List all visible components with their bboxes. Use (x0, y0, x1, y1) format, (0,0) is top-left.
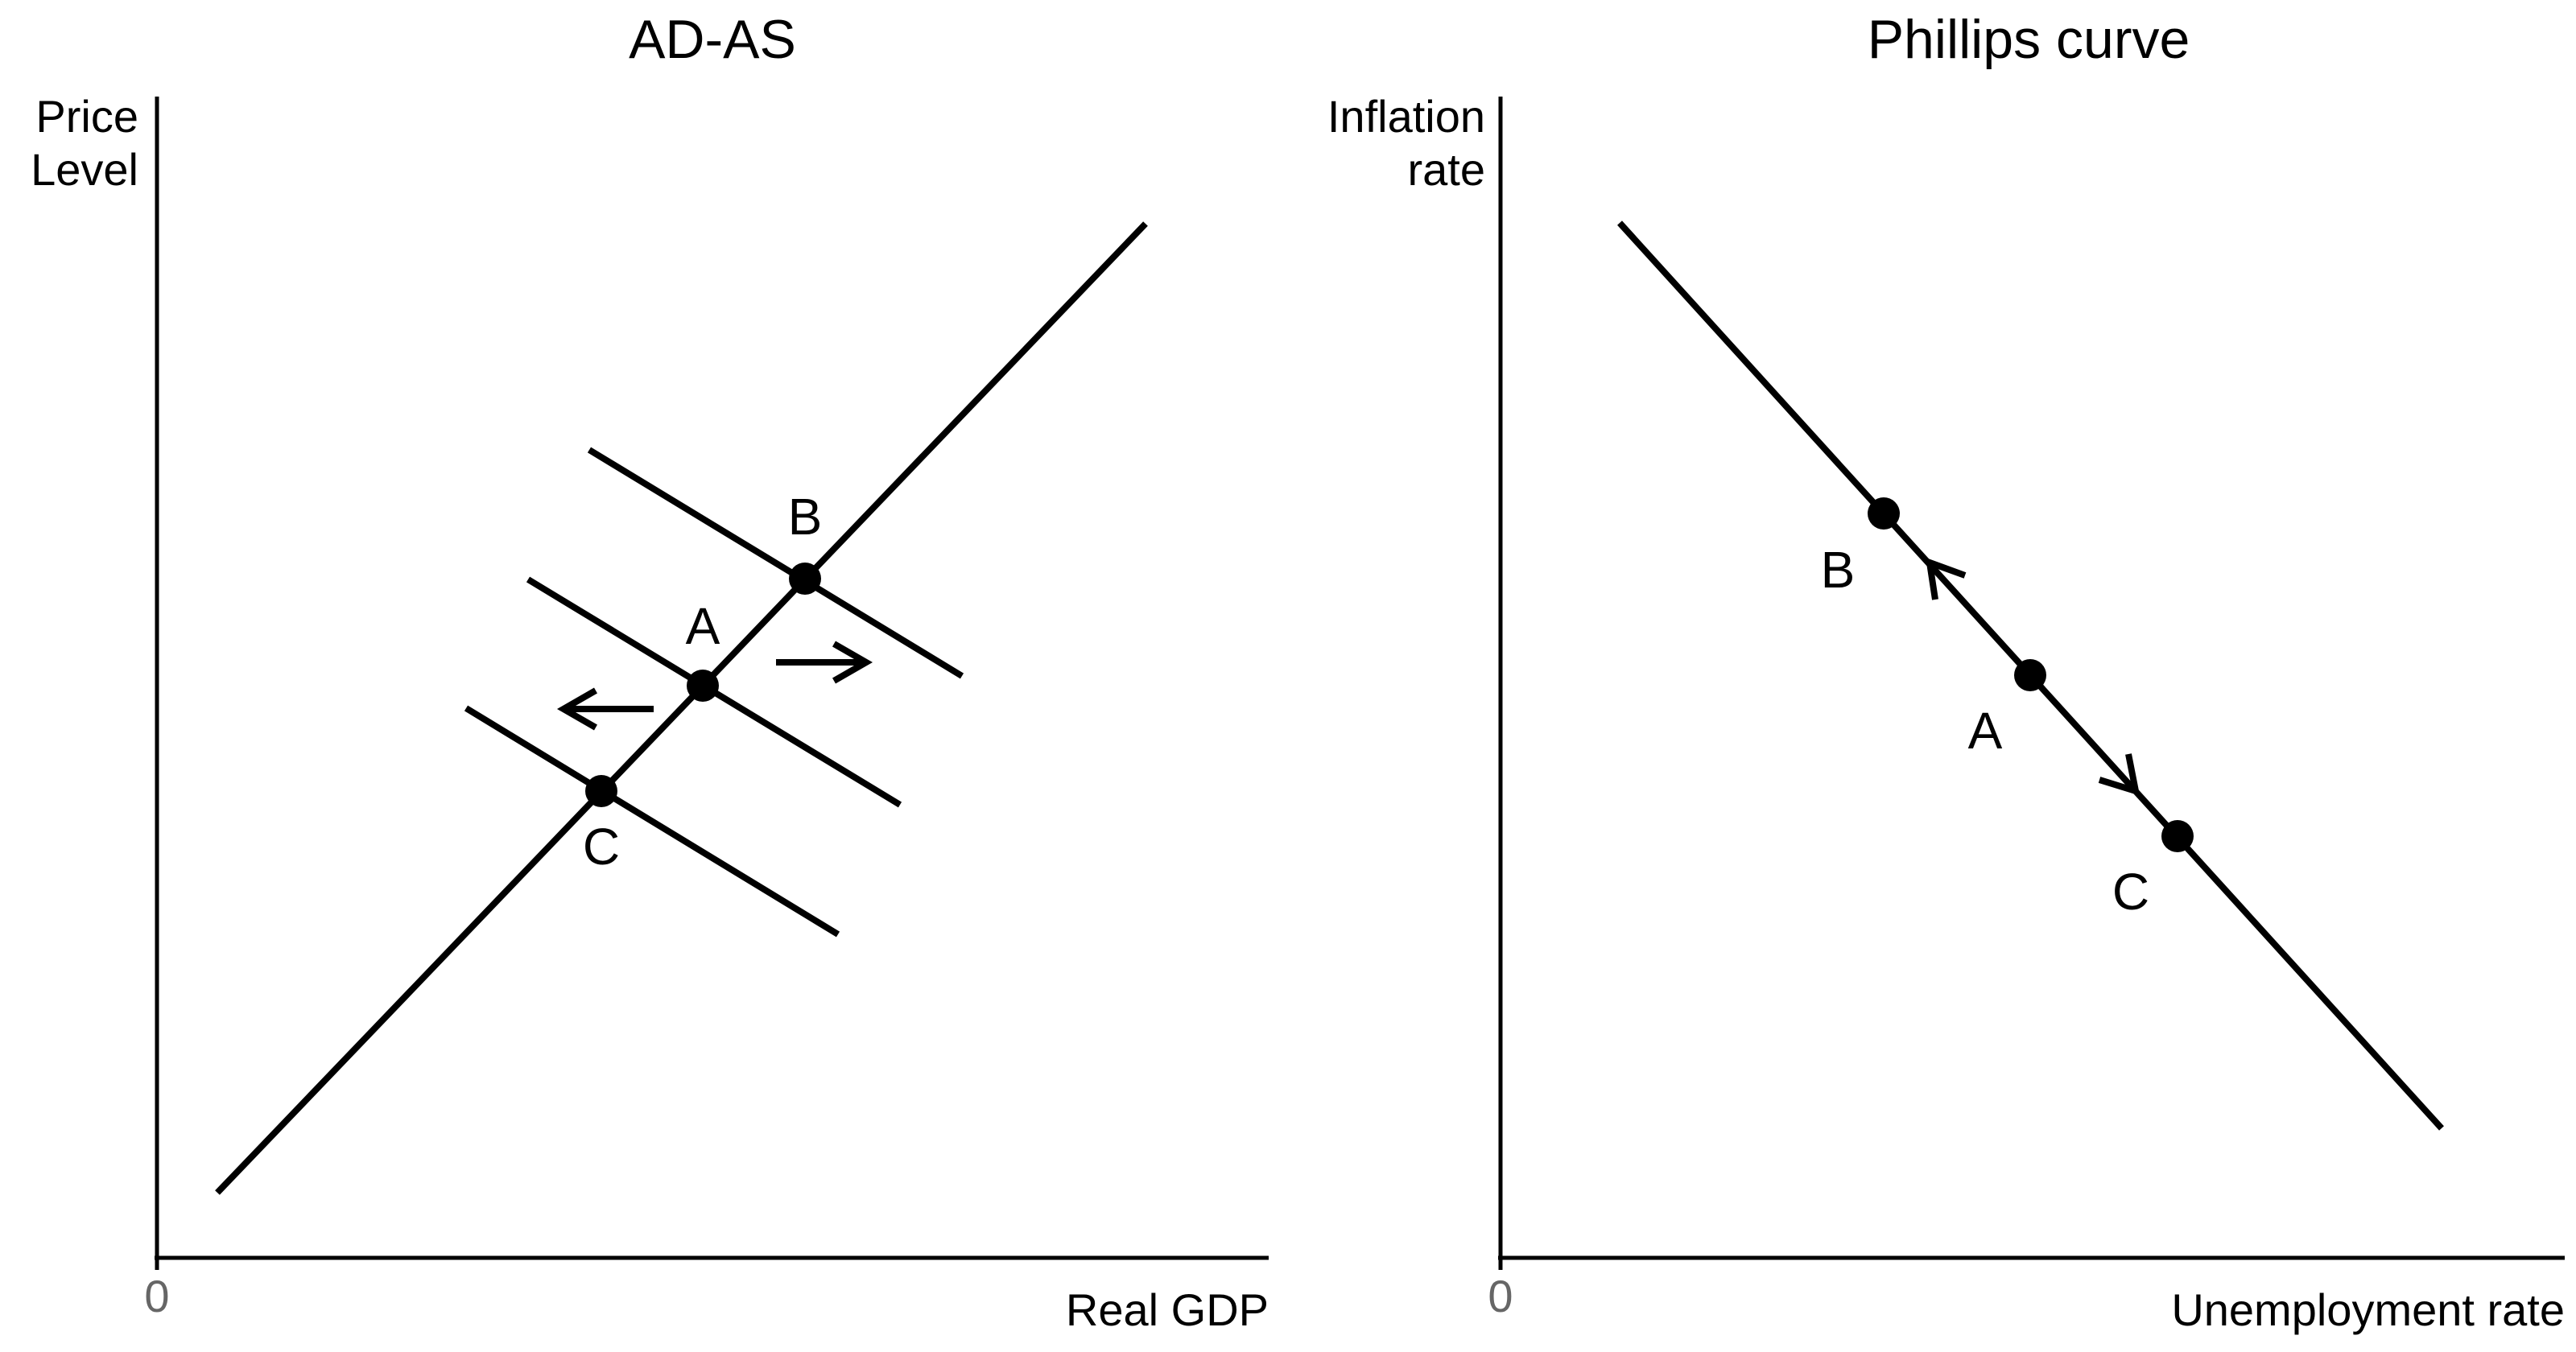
point-c-dot-ad-as (585, 775, 617, 807)
point-c-dot-phillips (2161, 820, 2194, 852)
panel-title-phillips: Phillips curve (1868, 9, 2190, 70)
y-axis-label-line1-phillips: Inflation (1327, 91, 1485, 142)
arrowhead-toward-c (2098, 753, 2140, 796)
y-axis-label-line2-phillips: rate (1408, 144, 1486, 195)
panel-phillips-curve: Phillips curve Inflation rate 0 Unemploy… (1327, 9, 2565, 1335)
x-axis-label-phillips: Unemployment rate (2171, 1284, 2565, 1335)
arrowhead-toward-b (1926, 557, 1967, 600)
point-b-label-ad-as: B (788, 488, 823, 546)
point-c-label-ad-as: C (583, 818, 620, 876)
point-c-label-phillips: C (2112, 863, 2149, 921)
aggregate-demand-curve-high (587, 447, 964, 679)
aggregate-supply-curve (215, 221, 1148, 1195)
point-a-label-phillips: A (1968, 702, 2003, 760)
x-axis-label-ad-as: Real GDP (1066, 1284, 1269, 1335)
point-a-dot-phillips (2014, 659, 2046, 691)
y-axis-label-line2-ad-as: Level (31, 144, 138, 195)
point-b-label-phillips: B (1821, 541, 1856, 599)
right-arrow (776, 641, 873, 684)
panel-title-ad-as: AD-AS (629, 9, 796, 70)
aggregate-demand-curve-low (464, 705, 840, 938)
origin-label-ad-as: 0 (144, 1271, 169, 1321)
origin-label-phillips: 0 (1488, 1271, 1513, 1321)
left-arrow (556, 687, 654, 731)
point-b-dot-phillips (1868, 497, 1900, 530)
point-a-dot-ad-as (687, 670, 719, 702)
y-axis-label-line1-ad-as: Price (35, 91, 138, 142)
panel-ad-as: AD-AS Price Level 0 Real GDP A B C (31, 9, 1269, 1335)
point-b-dot-ad-as (789, 563, 821, 595)
point-a-label-ad-as: A (686, 597, 720, 655)
